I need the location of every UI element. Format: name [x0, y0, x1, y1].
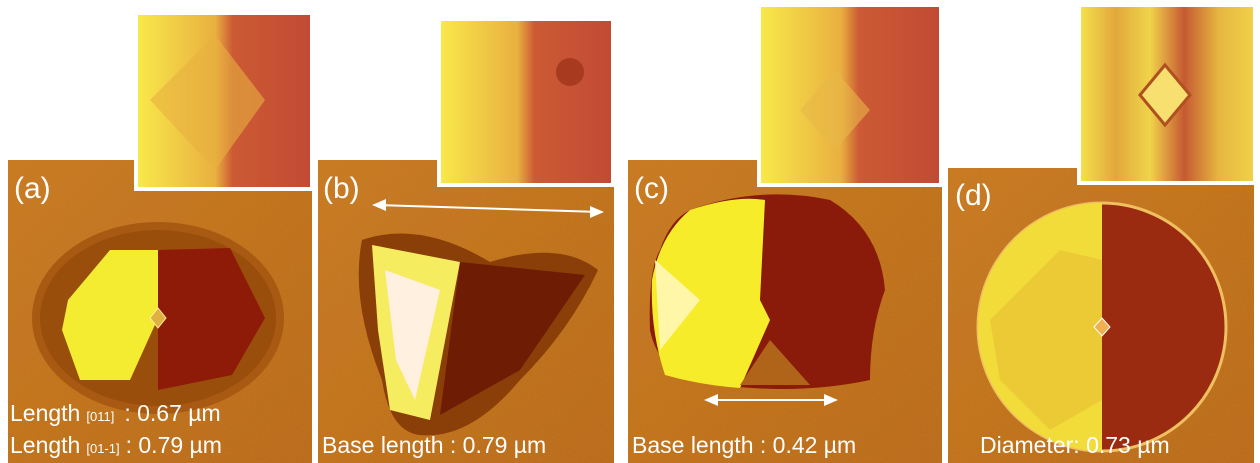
crater-c	[650, 194, 885, 389]
panel-label: (b)	[323, 172, 360, 205]
caption-text: Length	[10, 432, 80, 458]
caption: Base length : 0.79 µm	[322, 432, 546, 458]
caption: Diameter: 0.73 µm	[980, 432, 1170, 458]
inset-feature	[556, 58, 584, 86]
caption-subscript: [011]	[86, 409, 114, 424]
panel-label: (c)	[634, 172, 669, 205]
caption-subscript: [01-1]	[86, 441, 119, 456]
caption-value: : 0.79 µm	[126, 432, 222, 458]
caption: Base length : 0.42 µm	[632, 432, 856, 458]
caption-value: : 0.67 µm	[124, 400, 220, 426]
figure: (a) (b) (c) (d) Length [011] : 0.67 µm Len…	[0, 0, 1260, 463]
crater-d	[978, 203, 1226, 451]
caption-text: Length	[10, 400, 80, 426]
panel-label: (a)	[14, 172, 51, 205]
crater-a	[32, 222, 284, 414]
panel-label: (d)	[955, 179, 992, 212]
inset-b	[441, 21, 611, 183]
